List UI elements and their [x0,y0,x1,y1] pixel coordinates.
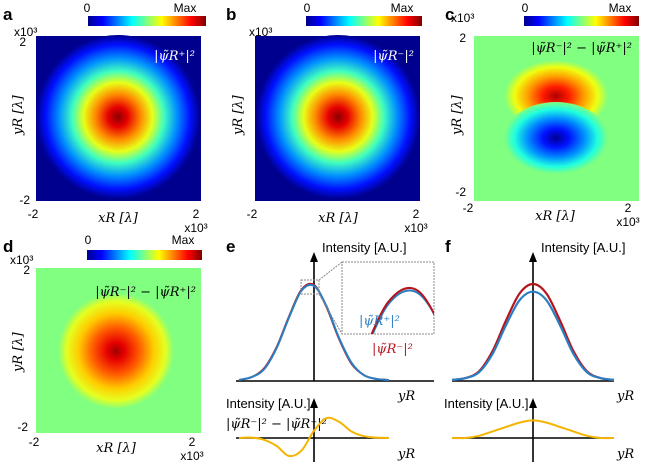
inset-line-minus [370,286,434,334]
colorbar-min: 0 [304,1,311,15]
panel-label: e [226,237,235,256]
negative-lobe [504,102,608,174]
y-tick-min: -2 [19,193,30,207]
y-axis-arrow [310,252,318,262]
plot-area-top [238,282,390,381]
x-exponent: x10³ [404,221,427,235]
x-axis-label-bottom: yR [616,447,634,462]
gaussian-spot [58,293,174,409]
colorbar [88,16,206,26]
colorbar-min: 0 [84,1,91,15]
equation-label: |ψ̃R⁻|² − |ψ̃R⁺|² [531,41,632,56]
equation-label: |ψ̃R⁺|² [154,49,195,64]
panel-label: b [226,5,236,24]
x-axis-label: xR [λ] [318,211,359,226]
panel-b: b 0 Max x10³ |ψ̃R⁻|² yR [λ] -2 xR [λ] 2 … [226,1,428,235]
gaussian-spot [36,35,200,199]
panel-label: a [3,5,13,24]
colorbar-max: Max [172,233,195,247]
y-axis-label-top: Intensity [A.U.] [541,240,626,255]
colorbar-max: Max [174,1,197,15]
zoom-inset [341,261,435,335]
y-axis-label: yR [λ] [11,94,26,136]
legend-red: |ψ̃R⁻|² [372,342,413,357]
y-tick-max: 2 [23,263,30,277]
x-axis-label-top: yR [616,389,634,404]
series-line-plus [451,290,615,382]
y-exponent: x10³ [14,25,37,39]
difference-line [451,419,615,440]
y-tick-max: 2 [459,31,466,45]
series-line-plus [238,283,390,381]
y-tick-max: 2 [19,35,26,49]
x-tick-min: -2 [29,435,40,449]
x-tick-max: 2 [193,207,200,221]
y-axis-label: yR [λ] [11,331,26,373]
gaussian-spot [256,35,420,199]
equation-label: |ψ̃R⁻|² [373,49,414,64]
y-tick-min: -2 [455,185,466,199]
panel-label: f [445,237,451,256]
colorbar-min: 0 [522,1,529,15]
plot-area-bottom [238,416,390,458]
x-axis-label-top: yR [397,389,415,404]
x-tick-max: 2 [413,207,420,221]
panel-c: c 0 Max x10³ 2 |ψ̃R⁻|² − |ψ̃R⁺|² yR [λ] … [445,1,640,229]
y-axis-label: yR [λ] [231,94,246,136]
colorbar [306,16,422,26]
y-axis-arrow [529,252,537,262]
zoom-region [300,279,320,295]
x-tick-max: 2 [189,435,196,449]
equation-label: |ψ̃R⁻|² − |ψ̃R⁺|² [95,285,196,300]
plot-area-top [451,282,615,382]
difference-label: |ψ̃R⁻|² − |ψ̃R⁺|² [226,417,327,432]
y-axis-label-bottom: Intensity [A.U.] [226,396,311,411]
x-exponent: x10³ [184,221,207,235]
x-axis-label: xR [λ] [98,211,139,226]
x-tick-min: -2 [28,207,39,221]
colorbar [87,250,202,260]
x-tick-min: -2 [247,207,258,221]
zoom-connector [318,293,343,335]
panel-f: f Intensity [A.U.] yR Intensity [A.U.] y… [444,237,634,462]
legend-blue: |ψ̃R⁺|² [359,314,400,329]
y-axis-label-bottom: Intensity [A.U.] [444,396,529,411]
y-tick-min: -2 [17,420,28,434]
x-axis-label: xR [λ] [96,441,137,456]
colorbar [524,16,639,26]
x-exponent: x10³ [180,449,203,463]
colorbar-max: Max [391,1,414,15]
panel-label: d [3,237,13,256]
difference-line [238,416,390,458]
colorbar-min: 0 [85,233,92,247]
zoom-connector [318,261,343,281]
panel-e: e Intensity [A.U.] yR |ψ̃R⁺|² |ψ̃R⁻|² In… [226,237,435,462]
y-exponent: x10³ [10,253,33,267]
x-tick-min: -2 [463,201,474,215]
panel-label: c [445,5,454,24]
x-exponent: x10³ [616,215,639,229]
plot-area-bottom [451,419,615,440]
y-exponent: x10³ [249,25,272,39]
panel-a: a 0 Max x10³ 2 |ψ̃R⁺|² yR [λ] -2 -2 xR [… [3,1,208,235]
panel-d: d 0 Max x10³ 2 |ψ̃R⁻|² − |ψ̃R⁺|² yR [λ] … [3,233,204,463]
y-axis-arrow [529,398,537,408]
x-tick-max: 2 [625,201,632,215]
colorbar-max: Max [609,1,632,15]
y-axis-label-top: Intensity [A.U.] [322,240,407,255]
x-axis-label: xR [λ] [535,209,576,224]
y-exponent: x10³ [451,11,474,25]
y-axis-arrow [310,398,318,408]
y-axis-label: yR [λ] [450,94,465,136]
inset-plot [370,286,434,334]
x-axis-label-bottom: yR [397,447,415,462]
